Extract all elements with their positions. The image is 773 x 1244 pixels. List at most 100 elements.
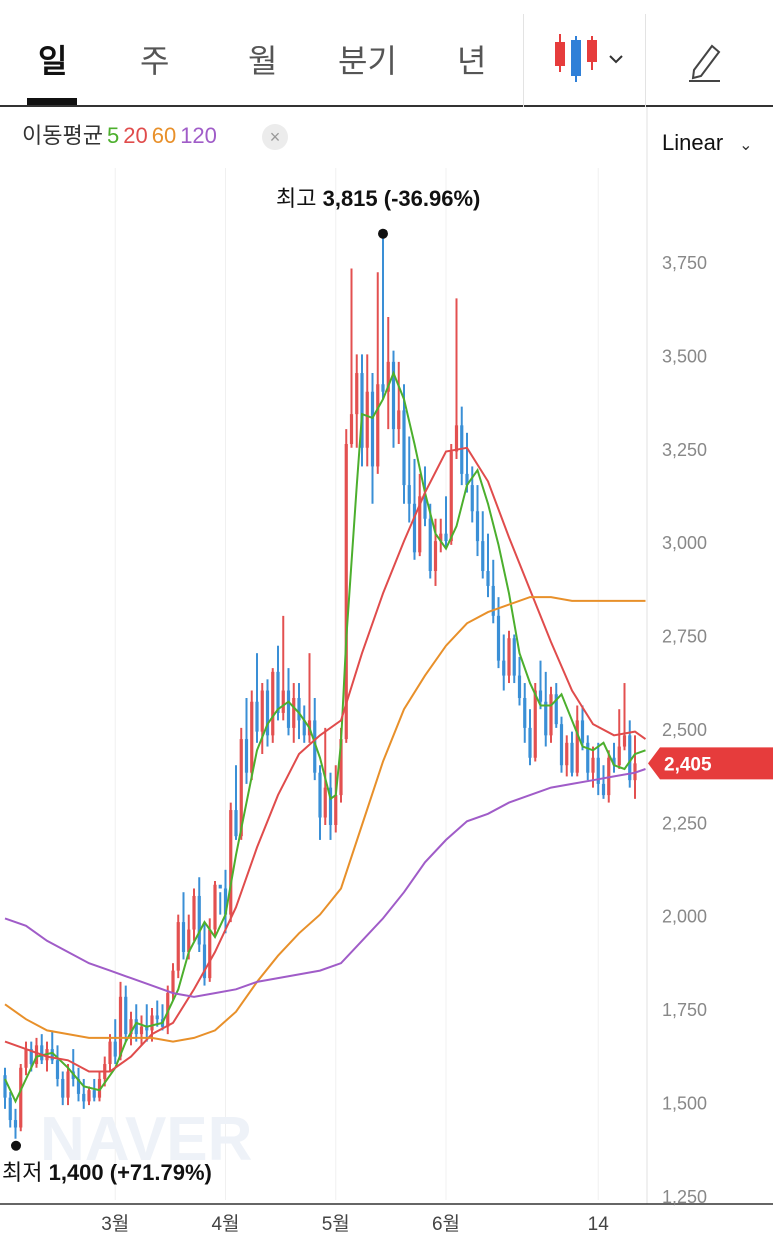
candle-body [496,615,501,661]
candle-body [66,1071,70,1098]
scale-dropdown[interactable]: Linear ⌄ [662,130,753,156]
candle-body [428,518,432,572]
candle-body [34,1045,39,1065]
y-tick-label: 3,750 [662,253,707,273]
moving-average-legend: 이동평균 5 20 60 120 [22,120,221,152]
candle-body [313,720,317,773]
candle-body [549,694,553,736]
candlestick-icon[interactable] [550,30,630,90]
active-tab-indicator [27,98,77,105]
tab-week[interactable]: 주 [140,43,170,79]
candle-body [155,1015,159,1020]
candle-body [187,929,191,952]
current-price-tag [648,747,773,780]
ma-5-line [4,370,646,1104]
scale-label: Linear [662,130,724,155]
candle-body [502,660,506,676]
candle-body [260,690,264,732]
candle-body [55,1060,60,1079]
candle-body [40,1045,44,1061]
tab-day[interactable]: 일 [38,43,68,79]
candle-body [124,996,128,1035]
y-tick-label: 1,750 [662,1000,707,1020]
pencil-icon[interactable] [688,40,728,84]
ma-5-label: 5 [106,123,120,148]
candle-body [176,922,180,971]
candle-body [334,795,338,825]
candle-body [255,701,259,732]
candle-body [538,690,543,702]
candle-body [218,884,222,889]
candle-body [591,757,595,773]
ma-120-label: 120 [180,123,217,148]
candle-body [559,724,564,766]
candle-body [97,1078,102,1098]
candle-body [444,533,448,542]
tab-year[interactable]: 년 [457,43,487,79]
candle-body [365,391,369,448]
period-tab-bar: 일 주 월 분기 년 [0,0,773,107]
y-tick-label: 3,000 [662,533,707,553]
ma-120-line [4,768,646,998]
candle-body [92,1090,96,1098]
candle-body [234,810,238,837]
candle-body [376,384,380,467]
candle-body [24,1049,28,1068]
candle-body [381,384,385,392]
candle-body [181,922,186,952]
candle-body [386,361,390,392]
close-icon[interactable]: × [262,124,288,150]
candle-body [229,810,233,915]
candle-body [118,996,123,1057]
tab-month[interactable]: 월 [248,43,278,79]
candle-body [318,772,322,818]
tab-quarter[interactable]: 분기 [338,43,397,79]
candle-body [418,496,422,553]
candle-body [129,1019,133,1035]
candle-body [454,425,459,452]
x-tick-label: 4월 [211,1213,239,1235]
candle-body [29,1049,33,1065]
candle-body [481,541,485,572]
candle-body [197,895,201,945]
y-tick-label: 2,500 [662,720,707,740]
candle-body [449,451,453,542]
candle-body [19,1067,23,1128]
candle-body [344,444,348,740]
ma-label: 이동평균 [22,123,103,148]
candle-body [533,690,537,758]
candle-body [244,739,249,773]
current-price-label: 2,405 [664,754,712,775]
candle-body [281,690,285,713]
candle-body [339,739,343,796]
candle-body [355,373,359,415]
candle-body [528,727,532,758]
candle-body [239,739,243,837]
x-tick-label: 14 [588,1214,610,1235]
candle-body [397,410,401,430]
candle-body [50,1049,54,1061]
candle-body [349,414,354,445]
candle-body [565,742,569,766]
candle-body [208,929,212,979]
candle-body [145,1026,149,1031]
y-tick-label: 2,750 [662,627,707,647]
candle-body [486,571,490,586]
candle-body [297,697,301,721]
ma-60-label: 60 [151,123,177,148]
y-tick-label: 1,500 [662,1093,707,1113]
candle-body [512,638,516,676]
candle-body [433,541,438,572]
divider [523,14,524,107]
candle-body [223,888,228,915]
candle-body [134,1019,138,1035]
candle-body [570,742,574,773]
high-annotation: 최고 3,815 (-36.96%) [276,186,480,211]
candle-body [517,675,522,698]
low-annotation: 최저 1,400 (+71.79%) [2,1160,212,1185]
ma-20-line [4,446,647,1073]
candle-body [192,895,196,930]
candle-body [586,742,590,773]
candle-body [276,671,280,713]
